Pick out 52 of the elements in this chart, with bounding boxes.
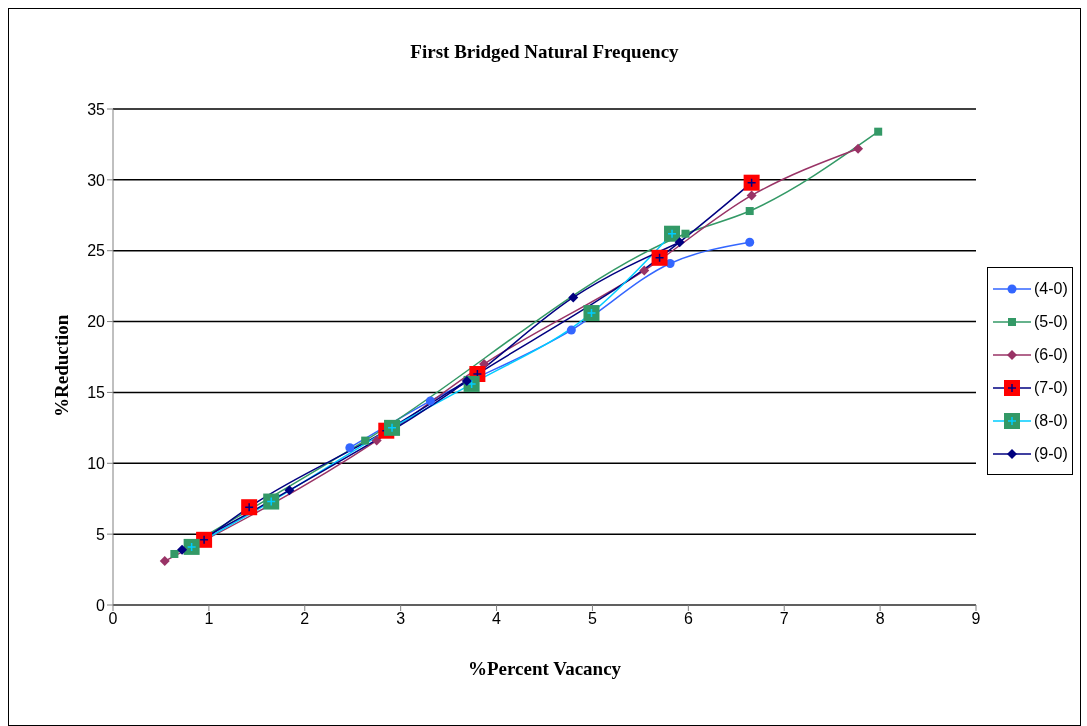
- point: [183, 538, 200, 555]
- point: [583, 305, 600, 322]
- point: [384, 419, 401, 436]
- x-tick-label: 1: [204, 610, 214, 628]
- y-tick-label: 0: [96, 596, 106, 614]
- y-tick-label: 5: [96, 525, 106, 543]
- point: [745, 237, 755, 247]
- point: [284, 485, 295, 496]
- point: [425, 396, 435, 406]
- point: [745, 207, 754, 216]
- y-tick-label: 15: [87, 384, 106, 402]
- x-tick-label: 5: [587, 610, 597, 628]
- x-tick-label: 8: [875, 610, 885, 628]
- point: [241, 499, 258, 516]
- point: [177, 544, 188, 555]
- point: [746, 190, 757, 201]
- x-axis-title: %Percent Vacancy: [467, 658, 622, 679]
- legend-label: (4-0): [1034, 279, 1068, 298]
- point: [170, 549, 179, 558]
- legend-label: (6-0): [1034, 345, 1068, 364]
- point: [681, 229, 690, 238]
- legend-label: (5-0): [1034, 312, 1068, 331]
- x-tick-label: 0: [108, 610, 118, 628]
- x-tick-label: 2: [300, 610, 310, 628]
- point: [853, 143, 864, 154]
- y-axis-title: %Reduction: [50, 314, 72, 417]
- point: [674, 237, 685, 248]
- legend-label: (9-0): [1034, 444, 1068, 463]
- legend-label: (7-0): [1034, 378, 1068, 397]
- point: [371, 435, 382, 446]
- y-tick-label: 20: [87, 313, 106, 331]
- x-tick-label: 4: [492, 610, 502, 628]
- point: [639, 265, 650, 276]
- x-tick-label: 6: [683, 610, 693, 628]
- y-tick-label: 30: [87, 171, 106, 189]
- y-tick-label: 10: [87, 454, 106, 472]
- x-tick-label: 9: [971, 610, 981, 628]
- point: [874, 127, 883, 136]
- point: [263, 493, 280, 510]
- point: [664, 225, 681, 242]
- point: [159, 556, 170, 567]
- x-tick-label: 3: [396, 610, 406, 628]
- point: [651, 249, 668, 266]
- legend-label: (8-0): [1034, 411, 1068, 430]
- x-tick-label: 7: [779, 610, 789, 628]
- point: [566, 325, 576, 335]
- y-tick-label: 35: [87, 100, 106, 118]
- point: [345, 443, 355, 453]
- point: [568, 292, 579, 303]
- point: [361, 436, 370, 445]
- y-tick-label: 25: [87, 242, 106, 260]
- chart-title: First Bridged Natural Frequency: [409, 41, 680, 63]
